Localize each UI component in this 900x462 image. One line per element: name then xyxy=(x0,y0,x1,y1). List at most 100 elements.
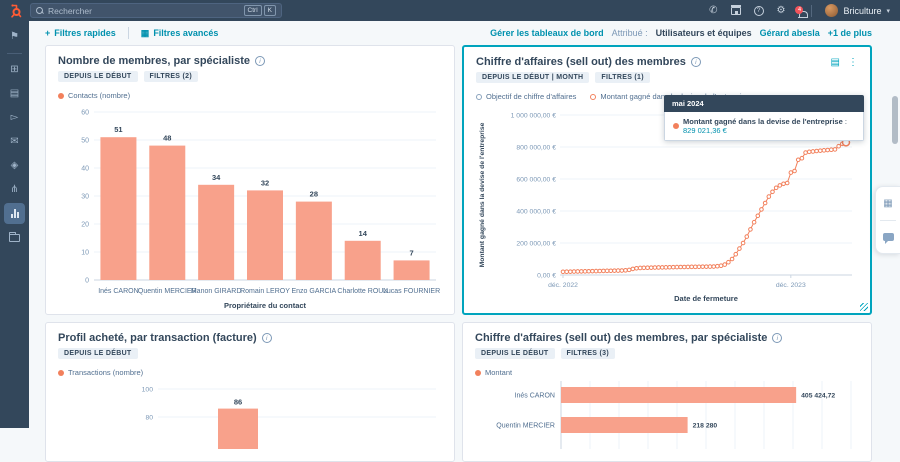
assigned-label: Attribué : xyxy=(611,28,648,38)
legend-transactions[interactable]: Transactions (nombre) xyxy=(58,368,143,377)
card3-period-badge[interactable]: DEPUIS LE DÉBUT xyxy=(58,348,138,359)
sidebar-item-crm[interactable]: ▤ xyxy=(4,83,25,104)
workflow-icon: ⋔ xyxy=(10,184,19,195)
revenue-line-chart[interactable]: 0,00 € 200 000,00 € 400 000,00 € 600 000,00… xyxy=(476,103,860,308)
k-keycap: K xyxy=(263,5,276,16)
manage-dashboards-link[interactable]: Gérer les tableaux de bord xyxy=(490,28,604,38)
kebab-menu-icon[interactable]: ⋮ xyxy=(848,56,858,68)
svg-text:50: 50 xyxy=(81,138,89,145)
side-flyout-panel: ▦ xyxy=(875,186,900,254)
svg-text:déc. 2022: déc. 2022 xyxy=(548,282,578,289)
svg-text:Propriétaire du contact: Propriétaire du contact xyxy=(224,301,307,310)
inbox-icon: ✉ xyxy=(10,136,19,147)
bar-chart-icon xyxy=(10,209,19,218)
svg-text:10: 10 xyxy=(81,250,89,257)
svg-text:800 000,00 €: 800 000,00 € xyxy=(516,145,556,152)
card-revenue-by-specialist: Chiffre d'affaires (sell out) des membre… xyxy=(462,322,872,462)
global-search[interactable]: Ctrl K xyxy=(30,3,282,18)
bookmark-icon: ⚑ xyxy=(10,31,19,42)
phone-icon[interactable]: ✆ xyxy=(709,4,718,16)
members-bar-chart[interactable]: 0 10 20 30 40 50 60 51 Inés CARON 48 Quentin MERCI… xyxy=(58,102,442,314)
hubspot-logo[interactable] xyxy=(0,3,30,19)
sidebar-item-workspace[interactable]: ⊞ xyxy=(4,59,25,80)
sidebar-item-conversations[interactable]: ✉ xyxy=(4,131,25,152)
advanced-filters-label: Filtres avancés xyxy=(153,28,219,38)
sidebar-item-automations[interactable]: ⋔ xyxy=(4,179,25,200)
card4-title: Chiffre d'affaires (sell out) des membre… xyxy=(475,332,768,344)
svg-text:déc. 2023: déc. 2023 xyxy=(776,282,806,289)
svg-text:80: 80 xyxy=(145,415,153,422)
svg-text:Inés CARON: Inés CARON xyxy=(98,288,138,295)
svg-text:Enzo GARCIA: Enzo GARCIA xyxy=(291,288,336,295)
card-members-by-specialist: Nombre de membres, par spécialiste i DEP… xyxy=(45,45,455,315)
card1-title: Nombre de membres, par spécialiste xyxy=(58,55,250,67)
marketplace-icon[interactable] xyxy=(730,4,741,15)
assigned-user-link[interactable]: Gérard abesla xyxy=(759,28,820,38)
assigned-more-link[interactable]: +1 de plus xyxy=(827,28,872,38)
svg-text:20: 20 xyxy=(81,222,89,229)
svg-text:Inés CARON: Inés CARON xyxy=(515,393,555,400)
top-navbar: Ctrl K ✆ ? ⚙ 4 Briculture ▾ xyxy=(0,0,900,21)
sidebar-item-reporting[interactable] xyxy=(4,203,25,224)
grid-icon: ⊞ xyxy=(10,64,19,75)
chart-settings-icon[interactable]: ▤ xyxy=(830,56,840,68)
quick-filters-button[interactable]: + Filtres rapides xyxy=(45,28,116,38)
data-grid-icon: ▦ xyxy=(883,197,893,209)
card4-filters-badge[interactable]: FILTRES (3) xyxy=(560,348,615,359)
legend-goal[interactable]: Objectif de chiffre d'affaires xyxy=(476,92,576,101)
legend-label: Transactions (nombre) xyxy=(68,368,144,377)
tag-icon: ◈ xyxy=(10,160,19,171)
contact-card-icon: ▤ xyxy=(9,88,20,99)
svg-text:14: 14 xyxy=(359,229,368,238)
svg-text:1 000 000,00 €: 1 000 000,00 € xyxy=(511,113,557,120)
settings-gear-icon[interactable]: ⚙ xyxy=(776,4,786,16)
resize-handle[interactable] xyxy=(860,303,868,311)
flyout-divider xyxy=(880,219,896,221)
info-icon[interactable]: i xyxy=(261,333,272,343)
legend-contacts[interactable]: Contacts (nombre) xyxy=(58,91,130,100)
sidebar-item-bookmarks[interactable]: ⚑ xyxy=(4,26,25,47)
svg-text:400 000,00 €: 400 000,00 € xyxy=(516,209,556,216)
svg-text:7: 7 xyxy=(409,248,413,257)
info-icon[interactable]: i xyxy=(772,333,783,343)
svg-text:0,00 €: 0,00 € xyxy=(537,273,556,280)
svg-text:60: 60 xyxy=(81,110,89,117)
assigned-teams-link[interactable]: Utilisateurs et équipes xyxy=(655,28,752,38)
svg-text:405 424,72: 405 424,72 xyxy=(801,393,835,400)
card4-period-badge[interactable]: DEPUIS LE DÉBUT xyxy=(475,348,555,359)
tooltip-dot-icon xyxy=(673,123,679,129)
nav-divider xyxy=(811,4,813,17)
tooltip-label: Montant gagné dans la devise de l'entrep… xyxy=(683,117,843,126)
svg-text:600 000,00 €: 600 000,00 € xyxy=(516,177,556,184)
account-name: Briculture xyxy=(843,5,882,16)
svg-text:28: 28 xyxy=(310,190,318,199)
search-icon xyxy=(36,6,44,15)
data-panel-button[interactable]: ▦ xyxy=(876,187,900,220)
revenue-hbar-chart[interactable]: 405 424,72 Inés CARON 218 280 Quentin MERCI… xyxy=(475,379,859,449)
sidebar-item-library[interactable] xyxy=(4,227,25,248)
comments-button[interactable] xyxy=(876,220,900,253)
sidebar-item-commerce[interactable]: ◈ xyxy=(4,155,25,176)
legend-amount[interactable]: Montant xyxy=(475,368,512,377)
card2-period-badge[interactable]: DEPUIS LE DÉBUT | MONTH xyxy=(476,72,590,83)
search-input[interactable] xyxy=(48,5,240,16)
page-scrollbar[interactable] xyxy=(892,96,898,144)
card2-filters-badge[interactable]: FILTRES (1) xyxy=(595,72,650,83)
folder-icon xyxy=(9,231,20,242)
notification-badge: 4 xyxy=(795,5,804,14)
svg-text:218 280: 218 280 xyxy=(693,423,718,430)
sidebar-item-marketing[interactable]: ▻ xyxy=(4,107,25,128)
info-icon[interactable]: i xyxy=(690,57,701,67)
ctrl-keycap: Ctrl xyxy=(243,5,262,16)
advanced-filters-button[interactable]: ▦ Filtres avancés xyxy=(141,28,219,39)
account-menu[interactable]: Briculture ▾ xyxy=(825,4,890,17)
svg-text:Romain LEROY: Romain LEROY xyxy=(240,288,290,295)
info-icon[interactable]: i xyxy=(254,56,265,66)
transactions-bar-chart[interactable]: 100 80 86 xyxy=(58,379,442,449)
dashboard-main: + Filtres rapides ▦ Filtres avancés Gére… xyxy=(29,21,900,462)
card1-filters-badge[interactable]: FILTRES (2) xyxy=(143,71,198,82)
legend-label: Montant xyxy=(485,368,513,377)
card1-period-badge[interactable]: DEPUIS LE DÉBUT xyxy=(58,71,138,82)
help-icon[interactable]: ? xyxy=(753,5,764,16)
sidebar-divider xyxy=(7,53,22,54)
